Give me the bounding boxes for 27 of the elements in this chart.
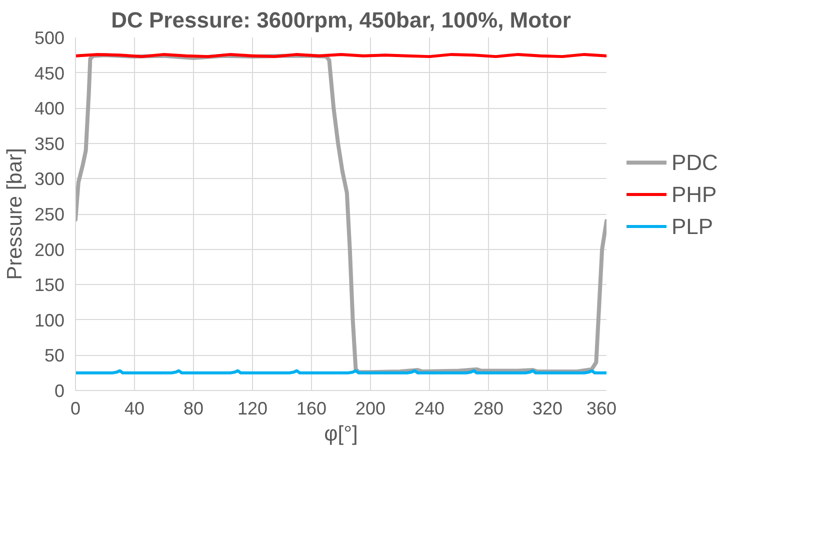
- y-tick-label: 150: [34, 275, 65, 296]
- x-tick-label: 160: [296, 398, 327, 418]
- x-tick-label: 0: [70, 398, 81, 418]
- legend-label: PHP: [672, 182, 717, 208]
- y-tick-label: 400: [34, 98, 65, 119]
- y-tick-label: 450: [34, 63, 65, 84]
- y-tick-label: 200: [34, 240, 65, 260]
- x-tick-label: 240: [414, 398, 445, 418]
- x-tick-label: 320: [532, 398, 563, 418]
- x-axis-title: φ[°]: [324, 422, 358, 446]
- y-tick-label: 500: [34, 28, 65, 48]
- y-tick-label: 50: [44, 346, 65, 366]
- x-tick-label: 360: [586, 398, 617, 418]
- y-tick-label: 250: [34, 204, 65, 224]
- y-axis-title: Pressure [bar]: [3, 148, 26, 280]
- x-tick-label: 200: [355, 398, 386, 418]
- x-tick-label: 80: [183, 398, 204, 418]
- chart-title: DC Pressure: 3600rpm, 450bar, 100%, Motor: [111, 8, 572, 32]
- y-tick-label: 350: [34, 134, 65, 154]
- x-tick-label: 280: [473, 398, 504, 418]
- y-tick-label: 0: [54, 381, 65, 401]
- y-tick-label: 100: [34, 310, 65, 330]
- legend-label: PDC: [672, 150, 718, 176]
- x-tick-label: 120: [237, 398, 268, 418]
- legend-label: PLP: [672, 214, 714, 239]
- x-tick-label: 40: [124, 398, 145, 418]
- y-tick-label: 300: [34, 169, 65, 190]
